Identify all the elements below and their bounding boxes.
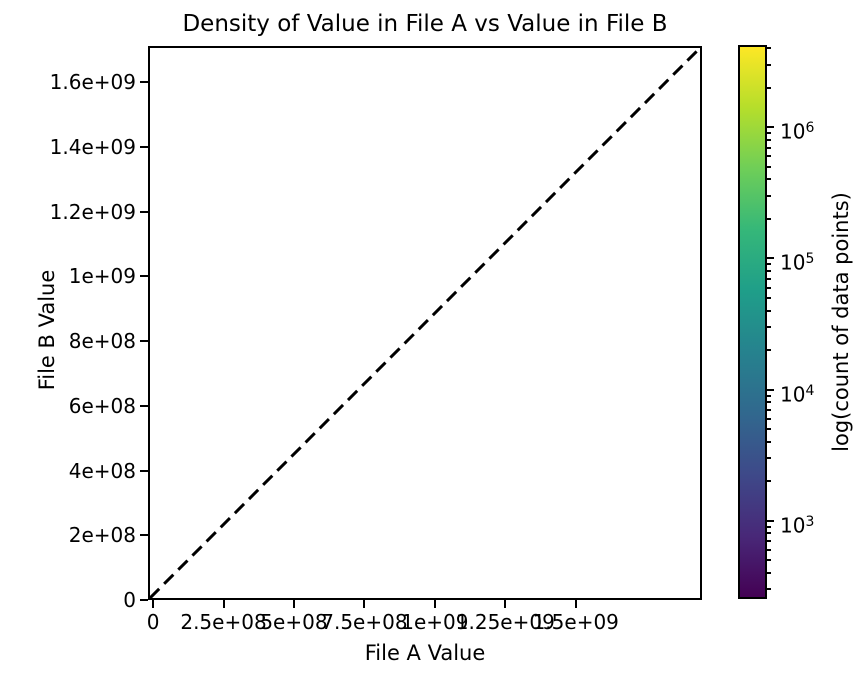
colorbar-minor-tick: [767, 178, 771, 181]
y-tick-label: 0: [123, 588, 136, 612]
y-tick-mark: [140, 340, 148, 343]
colorbar-minor-tick: [767, 525, 771, 528]
colorbar-minor-tick: [767, 286, 771, 289]
y-tick-mark: [140, 145, 148, 148]
colorbar-minor-tick: [767, 146, 771, 149]
colorbar-minor-tick: [767, 165, 771, 168]
y-tick-mark: [140, 404, 148, 407]
y-tick-label: 1.6e+09: [49, 70, 136, 95]
colorbar-tick-label: 106: [780, 119, 815, 144]
y-tick-label: 1.4e+09: [49, 134, 136, 159]
colorbar-minor-tick: [767, 63, 771, 66]
colorbar-minor-tick: [767, 408, 771, 411]
colorbar-minor-tick: [767, 132, 771, 135]
x-tick-label: 1.5e+09: [532, 610, 619, 634]
y-tick-mark: [140, 275, 148, 278]
colorbar-minor-tick: [767, 270, 771, 273]
y-tick-label: 1e+09: [68, 264, 136, 289]
colorbar-major-tick: [767, 519, 774, 522]
colorbar-minor-tick: [767, 138, 771, 141]
colorbar-major-tick: [767, 388, 774, 391]
colorbar-minor-tick: [767, 417, 771, 420]
x-tick-label: 0: [146, 610, 160, 634]
colorbar-minor-tick: [767, 401, 771, 404]
x-tick-mark: [222, 600, 225, 608]
colorbar: [738, 45, 767, 599]
colorbar-minor-tick: [767, 155, 771, 158]
colorbar-minor-tick: [767, 194, 771, 197]
x-tick-label: 7.5e+08: [321, 610, 408, 634]
colorbar-minor-tick: [767, 480, 771, 483]
x-tick-mark: [504, 600, 507, 608]
y-tick-mark: [140, 210, 148, 213]
y-tick-label: 1.2e+09: [49, 199, 136, 224]
colorbar-minor-tick: [767, 457, 771, 460]
y-tick-label: 6e+08: [68, 393, 136, 418]
y-tick-label: 8e+08: [68, 329, 136, 354]
colorbar-minor-tick: [767, 428, 771, 431]
colorbar-minor-tick: [767, 559, 771, 562]
colorbar-minor-tick: [767, 440, 771, 443]
colorbar-minor-tick: [767, 277, 771, 280]
colorbar-tick-label: 104: [780, 382, 815, 407]
y-axis-label: File B Value: [35, 269, 59, 391]
colorbar-minor-tick: [767, 86, 771, 89]
colorbar-minor-tick: [767, 325, 771, 328]
colorbar-tick-label: 105: [780, 251, 815, 276]
x-tick-mark: [363, 600, 366, 608]
colorbar-minor-tick: [767, 263, 771, 266]
identity-line: [150, 48, 700, 598]
x-tick-mark: [433, 600, 436, 608]
x-tick-mark: [152, 600, 155, 608]
colorbar-minor-tick: [767, 548, 771, 551]
colorbar-minor-tick: [767, 217, 771, 220]
colorbar-minor-tick: [767, 349, 771, 352]
colorbar-minor-tick: [767, 296, 771, 299]
y-tick-label: 2e+08: [68, 523, 136, 548]
colorbar-minor-tick: [767, 540, 771, 543]
y-tick-mark: [140, 469, 148, 472]
colorbar-minor-tick: [767, 532, 771, 535]
plot-area: [148, 46, 702, 600]
colorbar-minor-tick: [767, 394, 771, 397]
y-tick-mark: [140, 534, 148, 537]
colorbar-minor-tick: [767, 47, 771, 50]
colorbar-tick-label: 103: [780, 513, 815, 538]
y-tick-mark: [140, 599, 148, 601]
colorbar-label: log(count of data points): [829, 192, 853, 452]
x-tick-label: 2.5e+08: [180, 610, 267, 634]
colorbar-minor-tick: [767, 309, 771, 312]
x-tick-label: 1e+09: [401, 610, 469, 634]
colorbar-major-tick: [767, 126, 774, 129]
colorbar-major-tick: [767, 257, 774, 260]
chart-title: Density of Value in File A vs Value in F…: [182, 11, 668, 37]
colorbar-minor-tick: [767, 571, 771, 574]
colorbar-gradient: [740, 47, 765, 597]
y-tick-label: 4e+08: [68, 458, 136, 483]
x-tick-label: 5e+08: [260, 610, 328, 634]
y-tick-mark: [140, 81, 148, 84]
x-tick-mark: [574, 600, 577, 608]
x-axis-label: File A Value: [364, 641, 486, 665]
x-tick-label: 1.25e+09: [455, 610, 555, 634]
colorbar-minor-tick: [767, 588, 771, 591]
x-tick-mark: [292, 600, 295, 608]
